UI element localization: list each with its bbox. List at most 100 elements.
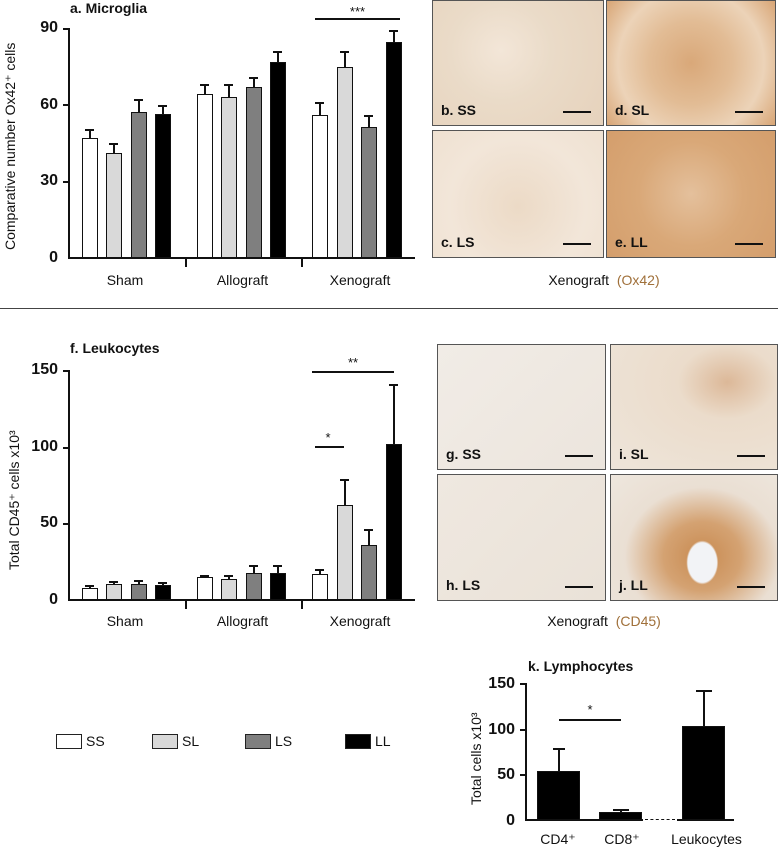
scale-bar <box>563 243 591 245</box>
legend-item-ls: LS <box>245 733 292 749</box>
panel-a-ytick-90: 90 <box>40 19 58 36</box>
caption-stain: (CD45) <box>615 613 661 629</box>
category-xenograft: Xenograft <box>329 613 391 629</box>
error-bar <box>368 529 370 545</box>
error-cap <box>200 575 209 577</box>
error-cap <box>224 575 233 577</box>
error-bar <box>344 51 346 67</box>
bar-cd8 <box>599 812 642 820</box>
bar-leukocytes <box>682 726 725 820</box>
error-bar <box>368 115 370 127</box>
bar-sham-ll <box>155 585 171 600</box>
bar-sham-ls <box>131 584 147 600</box>
significance-marker-double: ** <box>347 355 359 370</box>
error-cap <box>315 569 324 571</box>
bar-allograft-ll <box>270 62 286 258</box>
panel-f-x-axis <box>68 599 415 601</box>
error-cap <box>613 809 629 811</box>
bar-xenograft-ll <box>386 444 402 600</box>
micrograph-j-ll: j. LL <box>610 474 778 601</box>
panel-a-x-axis <box>68 257 415 259</box>
legend-item-ss: SS <box>56 733 105 749</box>
error-bar <box>162 582 164 585</box>
group-divider <box>301 600 303 609</box>
caption-cd45: Xenograft (CD45) <box>432 613 776 629</box>
panel-k-ytick-0: 0 <box>506 812 515 829</box>
tick-mark <box>520 729 526 731</box>
significance-marker-single: * <box>325 430 331 445</box>
bar-sham-ls <box>131 112 147 258</box>
micrograph-h-ls: h. LS <box>437 474 606 601</box>
micrograph-label: d. SL <box>615 102 650 118</box>
category-allograft: Allograft <box>216 272 269 288</box>
error-bar <box>253 77 255 87</box>
significance-marker: * <box>587 702 593 717</box>
scale-bar <box>565 586 593 588</box>
group-divider <box>185 258 187 267</box>
tick-mark <box>63 523 69 525</box>
panel-f-leukocytes: f. Leukocytes Total CD45⁺ cells x10³ 150… <box>0 330 425 640</box>
tick-mark <box>63 28 69 30</box>
error-bar <box>319 102 321 115</box>
bar-xenograft-ls <box>361 127 377 258</box>
error-cap <box>389 30 398 32</box>
error-bar <box>138 99 140 112</box>
panel-k-x-axis-break <box>645 819 675 820</box>
error-cap <box>249 565 258 567</box>
error-cap <box>364 529 373 531</box>
error-cap <box>364 115 373 117</box>
panel-k-ytick-150: 150 <box>488 675 515 692</box>
error-cap <box>340 479 349 481</box>
category-sham: Sham <box>106 613 144 629</box>
scale-bar <box>737 455 765 457</box>
micrograph-b-ss: b. SS <box>432 0 604 126</box>
bar-sham-ss <box>82 138 98 258</box>
panel-f-y-axis <box>68 370 70 601</box>
error-bar <box>277 565 279 573</box>
bar-xenograft-ls <box>361 545 377 600</box>
micrograph-label: c. LS <box>441 234 475 250</box>
panel-f-title: f. Leukocytes <box>70 340 160 356</box>
panel-a-ytick-60: 60 <box>40 96 58 113</box>
category-cd8: CD8⁺ <box>604 831 640 847</box>
error-cap <box>158 582 167 584</box>
micrograph-label: g. SS <box>446 446 482 462</box>
scale-bar <box>735 111 763 113</box>
bar-allograft-ss <box>197 577 213 600</box>
caption-prefix: Xenograft <box>548 272 610 288</box>
category-cd4: CD4⁺ <box>540 831 576 847</box>
bar-xenograft-sl <box>337 67 353 258</box>
error-cap <box>224 84 233 86</box>
error-bar <box>89 129 91 138</box>
panel-a-ytick-30: 30 <box>40 172 58 189</box>
micrograph-d-sl: d. SL <box>606 0 776 126</box>
panel-k-y-axis <box>525 683 527 821</box>
error-cap <box>109 581 118 583</box>
bar-sham-sl <box>106 153 122 258</box>
error-cap <box>696 690 712 692</box>
significance-line <box>315 18 400 20</box>
bar-sham-ll <box>155 114 171 258</box>
panel-a-ylabel: Comparative number Ox42⁺ cells <box>2 42 18 250</box>
error-cap <box>553 748 565 750</box>
bar-allograft-sl <box>221 579 237 600</box>
error-bar <box>277 51 279 62</box>
tick-mark <box>520 774 526 776</box>
panel-a-ytick-0: 0 <box>49 249 58 266</box>
legend: SS SL LS LL <box>0 733 440 753</box>
error-cap <box>315 102 324 104</box>
panel-a-title: a. Microglia <box>70 0 148 16</box>
error-bar <box>228 84 230 97</box>
caption-prefix: Xenograft <box>547 613 608 629</box>
error-cap <box>85 129 94 131</box>
error-bar <box>393 30 395 42</box>
group-divider <box>185 600 187 609</box>
bar-allograft-ls <box>246 87 262 258</box>
category-sham: Sham <box>106 272 144 288</box>
bar-allograft-ll <box>270 573 286 600</box>
error-bar <box>89 585 91 588</box>
panel-f-ytick-150: 150 <box>31 361 58 378</box>
tick-mark <box>63 104 69 106</box>
panel-a-microglia: a. Microglia Comparative number Ox42⁺ ce… <box>0 0 425 300</box>
section-divider <box>0 308 778 309</box>
